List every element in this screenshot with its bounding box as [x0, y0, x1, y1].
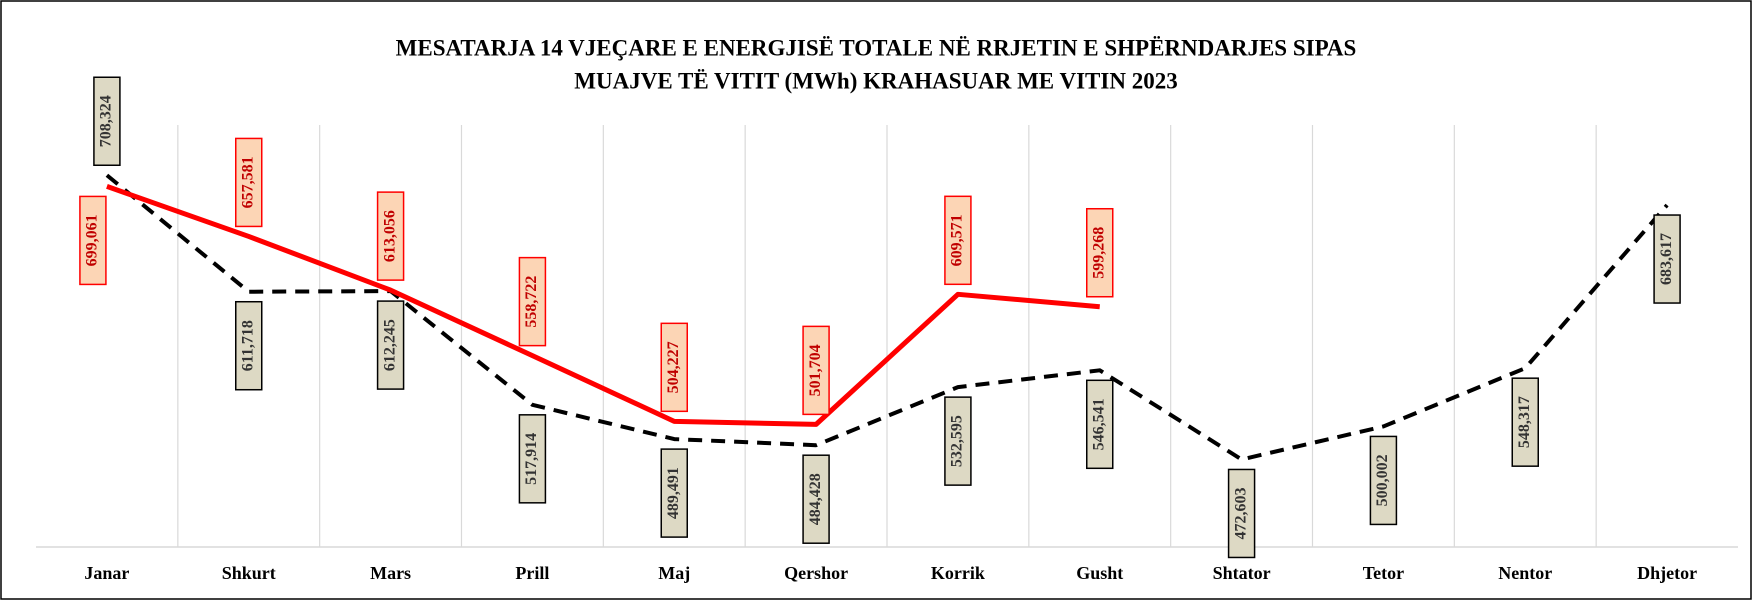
value-label-text: 546,541	[1090, 398, 1107, 450]
value-label: 532,595	[944, 396, 972, 486]
value-label: 558,722	[518, 256, 547, 347]
value-label: 599,268	[1086, 207, 1114, 298]
value-label-text: 599,268	[1090, 227, 1107, 279]
value-label-box	[944, 195, 972, 286]
value-label: 657,581	[235, 137, 263, 228]
chart-title: MESATARJA 14 VJEÇARE E ENERGJISË TOTALE …	[396, 35, 1357, 60]
value-label-box	[660, 322, 688, 413]
value-label-box	[802, 454, 830, 544]
value-label-box	[1227, 468, 1256, 559]
x-tick-label: Gusht	[1076, 563, 1123, 583]
value-label-text: 517,914	[523, 433, 540, 485]
value-label-box	[1086, 207, 1114, 298]
value-label-box	[944, 396, 972, 486]
value-label-text: 613,056	[381, 210, 398, 262]
value-label-box	[1369, 435, 1398, 526]
x-tick-label: Janar	[84, 563, 129, 583]
value-label: 500,002	[1369, 435, 1398, 526]
value-label-text: 657,581	[239, 156, 256, 208]
value-label-box	[235, 137, 263, 228]
value-label: 612,245	[376, 300, 405, 390]
x-tick-label: Shkurt	[222, 563, 276, 583]
value-label-box	[79, 195, 107, 286]
value-label: 683,617	[1653, 214, 1681, 304]
x-tick-label: Dhjetor	[1637, 563, 1697, 583]
value-label: 708,324	[93, 76, 121, 166]
value-label-box	[1653, 214, 1681, 304]
value-label-text: 609,571	[949, 214, 966, 266]
value-label: 699,061	[79, 195, 107, 286]
value-label-box	[376, 300, 405, 390]
value-label-text: 611,718	[239, 320, 256, 371]
value-label-box	[802, 325, 830, 416]
value-label: 504,227	[660, 322, 688, 413]
series-line	[105, 173, 1669, 462]
value-label-text: 558,722	[523, 276, 540, 328]
value-label-text: 708,324	[98, 95, 115, 147]
value-label: 489,491	[660, 448, 688, 538]
value-label: 472,603	[1227, 468, 1256, 559]
value-label: 609,571	[944, 195, 972, 286]
value-label-text: 489,491	[665, 467, 682, 519]
value-label-text: 501,704	[807, 344, 824, 396]
x-tick-label: Prill	[515, 563, 549, 583]
value-label-box	[1511, 377, 1539, 467]
value-label-text: 472,603	[1232, 487, 1249, 539]
value-label-box	[376, 191, 405, 281]
value-label-text: 683,617	[1658, 233, 1675, 285]
value-label: 501,704	[802, 325, 830, 416]
value-label-text: 612,245	[381, 319, 398, 371]
x-tick-label: Mars	[370, 563, 411, 583]
x-tick-label: Nentor	[1498, 563, 1552, 583]
value-label-text: 548,317	[1516, 396, 1533, 448]
x-tick-label: Shtator	[1213, 563, 1271, 583]
value-label-text: 532,595	[949, 415, 966, 467]
value-label-box	[235, 300, 263, 391]
value-label-text: 500,002	[1374, 454, 1391, 506]
value-label-box	[93, 76, 121, 166]
value-label: 611,718	[235, 300, 263, 391]
x-tick-label: Maj	[658, 563, 690, 583]
value-label: 613,056	[376, 191, 405, 281]
value-label: 484,428	[802, 454, 830, 544]
value-label: 546,541	[1086, 379, 1114, 470]
value-label-box	[660, 448, 688, 538]
value-label-text: 504,227	[665, 341, 682, 393]
x-tick-label: Tetor	[1363, 563, 1404, 583]
chart-title: MUAJVE TË VITIT (MWh) KRAHASUAR ME VITIN…	[574, 68, 1177, 93]
value-label-text: 484,428	[807, 473, 824, 525]
x-tick-label: Qershor	[784, 563, 848, 583]
x-tick-label: Korrik	[931, 563, 985, 583]
value-label-box	[518, 414, 547, 504]
value-label-box	[518, 256, 547, 347]
value-label-box	[1086, 379, 1114, 470]
value-label-text: 699,061	[84, 214, 101, 266]
value-label: 517,914	[518, 414, 547, 504]
value-label: 548,317	[1511, 377, 1539, 467]
series-line	[106, 184, 1100, 427]
